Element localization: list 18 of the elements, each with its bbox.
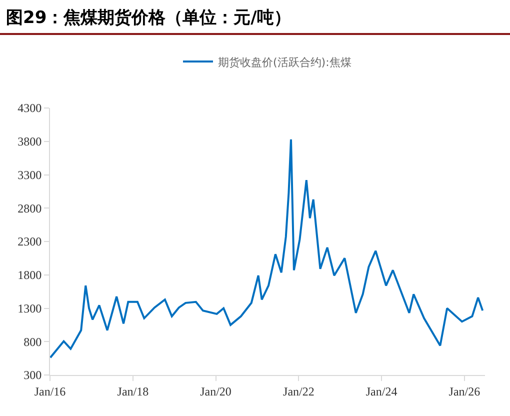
x-tick-label: Jan/24 [366, 384, 398, 398]
y-tick-label: 4300 [18, 101, 42, 116]
line-series [50, 138, 484, 359]
y-tick-label: 800 [24, 334, 42, 349]
x-tick-label: Jan/18 [117, 384, 149, 398]
x-tick-label: Jan/22 [283, 384, 314, 398]
y-tick-label: 2300 [18, 234, 42, 249]
y-tick-label: 300 [24, 368, 42, 382]
y-tick-label: 3300 [18, 168, 42, 182]
x-tick-label: Jan/16 [34, 384, 66, 398]
chart-title: 图29：焦煤期货价格（单位：元/吨） [0, 0, 510, 35]
x-tick-label: Jan/20 [200, 384, 232, 398]
y-tick-label: 1300 [18, 301, 42, 316]
y-tick-label: 3800 [18, 134, 42, 149]
x-tick-label: Jan/26 [448, 384, 480, 398]
y-tick-label: 1800 [18, 268, 42, 282]
legend-label: 期货收盘价(活跃合约):焦煤 [218, 56, 352, 69]
y-tick-label: 2800 [18, 201, 42, 216]
